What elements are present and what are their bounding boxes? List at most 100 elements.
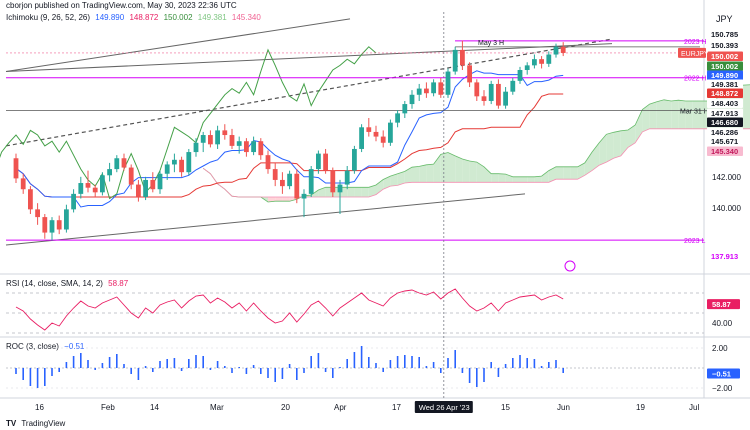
candle-body	[78, 183, 84, 194]
candle-body	[193, 142, 199, 153]
x-tick-label: 20	[281, 403, 290, 412]
x-tick-label: Feb	[101, 403, 115, 412]
kumo-cloud-segment	[484, 166, 492, 183]
candle-body	[229, 135, 235, 146]
rsi-line	[15, 288, 564, 331]
kumo-cloud-segment	[743, 84, 750, 129]
kumo-cloud-segment	[649, 101, 657, 129]
kumo-cloud-segment	[541, 170, 549, 183]
kumo-cloud-segment	[556, 166, 564, 180]
candle-body	[287, 173, 292, 187]
kumo-cloud-segment	[275, 196, 283, 202]
candle-body	[467, 65, 472, 83]
kumo-cloud-segment	[311, 190, 319, 197]
ichimoku-legend[interactable]: Ichimoku (9, 26, 52, 26) 149.890 148.872…	[6, 13, 264, 22]
candle-body	[532, 59, 537, 66]
ichimoku-label: Ichimoku (9, 26, 52, 26)	[6, 13, 91, 22]
candle-body	[35, 209, 40, 218]
kumo-cloud-segment	[664, 99, 672, 129]
candle-body	[208, 135, 213, 145]
candle-body	[42, 217, 48, 233]
candle-body	[481, 96, 487, 101]
kumo-cloud-segment	[606, 132, 614, 163]
candle-body	[265, 155, 271, 170]
kumo-cloud-segment	[455, 155, 463, 183]
candle-body	[236, 141, 242, 146]
price-badge-value: 150.393	[711, 41, 738, 50]
candle-body	[71, 193, 76, 210]
candle-body	[215, 130, 220, 145]
channel-upper-line	[5, 18, 351, 73]
candle-body	[560, 46, 566, 53]
rsi-legend[interactable]: RSI (14, close, SMA, 14, 2) 58.87	[6, 279, 131, 288]
candle-body	[539, 59, 544, 64]
candle-body	[49, 220, 55, 233]
price-badge-bg	[707, 108, 743, 118]
price-badge-bg	[707, 251, 743, 261]
kumo-cloud-segment	[433, 154, 441, 183]
candle-body	[488, 83, 494, 101]
label-may3-high: May 3 H	[478, 40, 504, 47]
candle-body	[64, 209, 69, 230]
candle-body	[474, 82, 480, 97]
candle-body	[553, 46, 559, 55]
candle-body	[200, 135, 206, 143]
candle-body	[452, 49, 458, 72]
candle-body	[517, 70, 523, 81]
candle-body	[28, 189, 33, 210]
chikou-line	[0, 46, 377, 200]
tradingview-logo-icon: TV	[6, 419, 17, 428]
kumo-cloud-segment	[361, 187, 369, 197]
kumo-cloud-segment	[476, 162, 484, 183]
price-badge-bg	[707, 146, 743, 156]
candle-body	[172, 159, 177, 165]
price-badge-bg	[707, 79, 743, 89]
candle-body	[92, 187, 98, 193]
candle-body	[136, 184, 141, 197]
y-tick-140: 140.000	[712, 204, 741, 213]
candle-body	[524, 65, 530, 70]
tradingview-footer[interactable]: TV TradingView	[6, 419, 65, 428]
kumo-cloud-segment	[390, 173, 398, 187]
candle-body	[13, 158, 19, 179]
kumo-cloud-segment	[512, 176, 520, 183]
candle-body	[20, 178, 26, 190]
candle-body	[445, 71, 451, 95]
x-tick-label: Mar	[210, 403, 224, 412]
roc-tick-upper: 2.00	[712, 344, 728, 353]
candle-body	[280, 179, 285, 187]
kumo-cloud-segment	[376, 179, 384, 195]
price-badge-value: 145.340	[711, 147, 738, 156]
price-badge-bg	[707, 29, 743, 39]
price-badge-bg	[707, 117, 743, 127]
candle-body	[244, 141, 249, 153]
label-2023-low: 2023 L	[684, 238, 706, 245]
candle-body	[402, 104, 408, 114]
candle-body	[164, 164, 170, 174]
price-badge-value: 148.872	[711, 89, 738, 98]
price-badge-value: 137.913	[711, 252, 738, 261]
candle-body	[330, 170, 336, 193]
ichimoku-chikou-value: 150.002	[163, 13, 193, 22]
price-badge-bg	[707, 136, 743, 146]
roc-legend[interactable]: ROC (3, close) −0.51	[6, 342, 87, 351]
senkou-span-a-line	[202, 84, 750, 203]
price-badge-value: 145.671	[711, 137, 738, 146]
kumo-cloud-segment	[397, 171, 405, 186]
candle-body	[431, 82, 436, 94]
candle-body	[424, 88, 429, 94]
candle-body	[316, 153, 321, 170]
price-badge-value: 150.785	[711, 30, 738, 39]
y-tick-142: 142.000	[712, 173, 741, 182]
kumo-cloud-segment	[592, 142, 600, 171]
kumo-cloud-segment	[570, 166, 578, 180]
candle-body	[272, 169, 278, 180]
candle-body	[186, 152, 192, 173]
candle-body	[373, 131, 379, 137]
kumo-cloud-segment	[268, 196, 276, 202]
candle-body	[294, 173, 300, 199]
kumo-cloud-segment	[412, 166, 420, 183]
candle-body	[222, 130, 228, 136]
rsi-level-40: 40.00	[712, 319, 733, 328]
